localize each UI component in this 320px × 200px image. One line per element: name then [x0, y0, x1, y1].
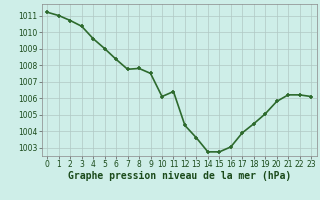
X-axis label: Graphe pression niveau de la mer (hPa): Graphe pression niveau de la mer (hPa): [68, 171, 291, 181]
